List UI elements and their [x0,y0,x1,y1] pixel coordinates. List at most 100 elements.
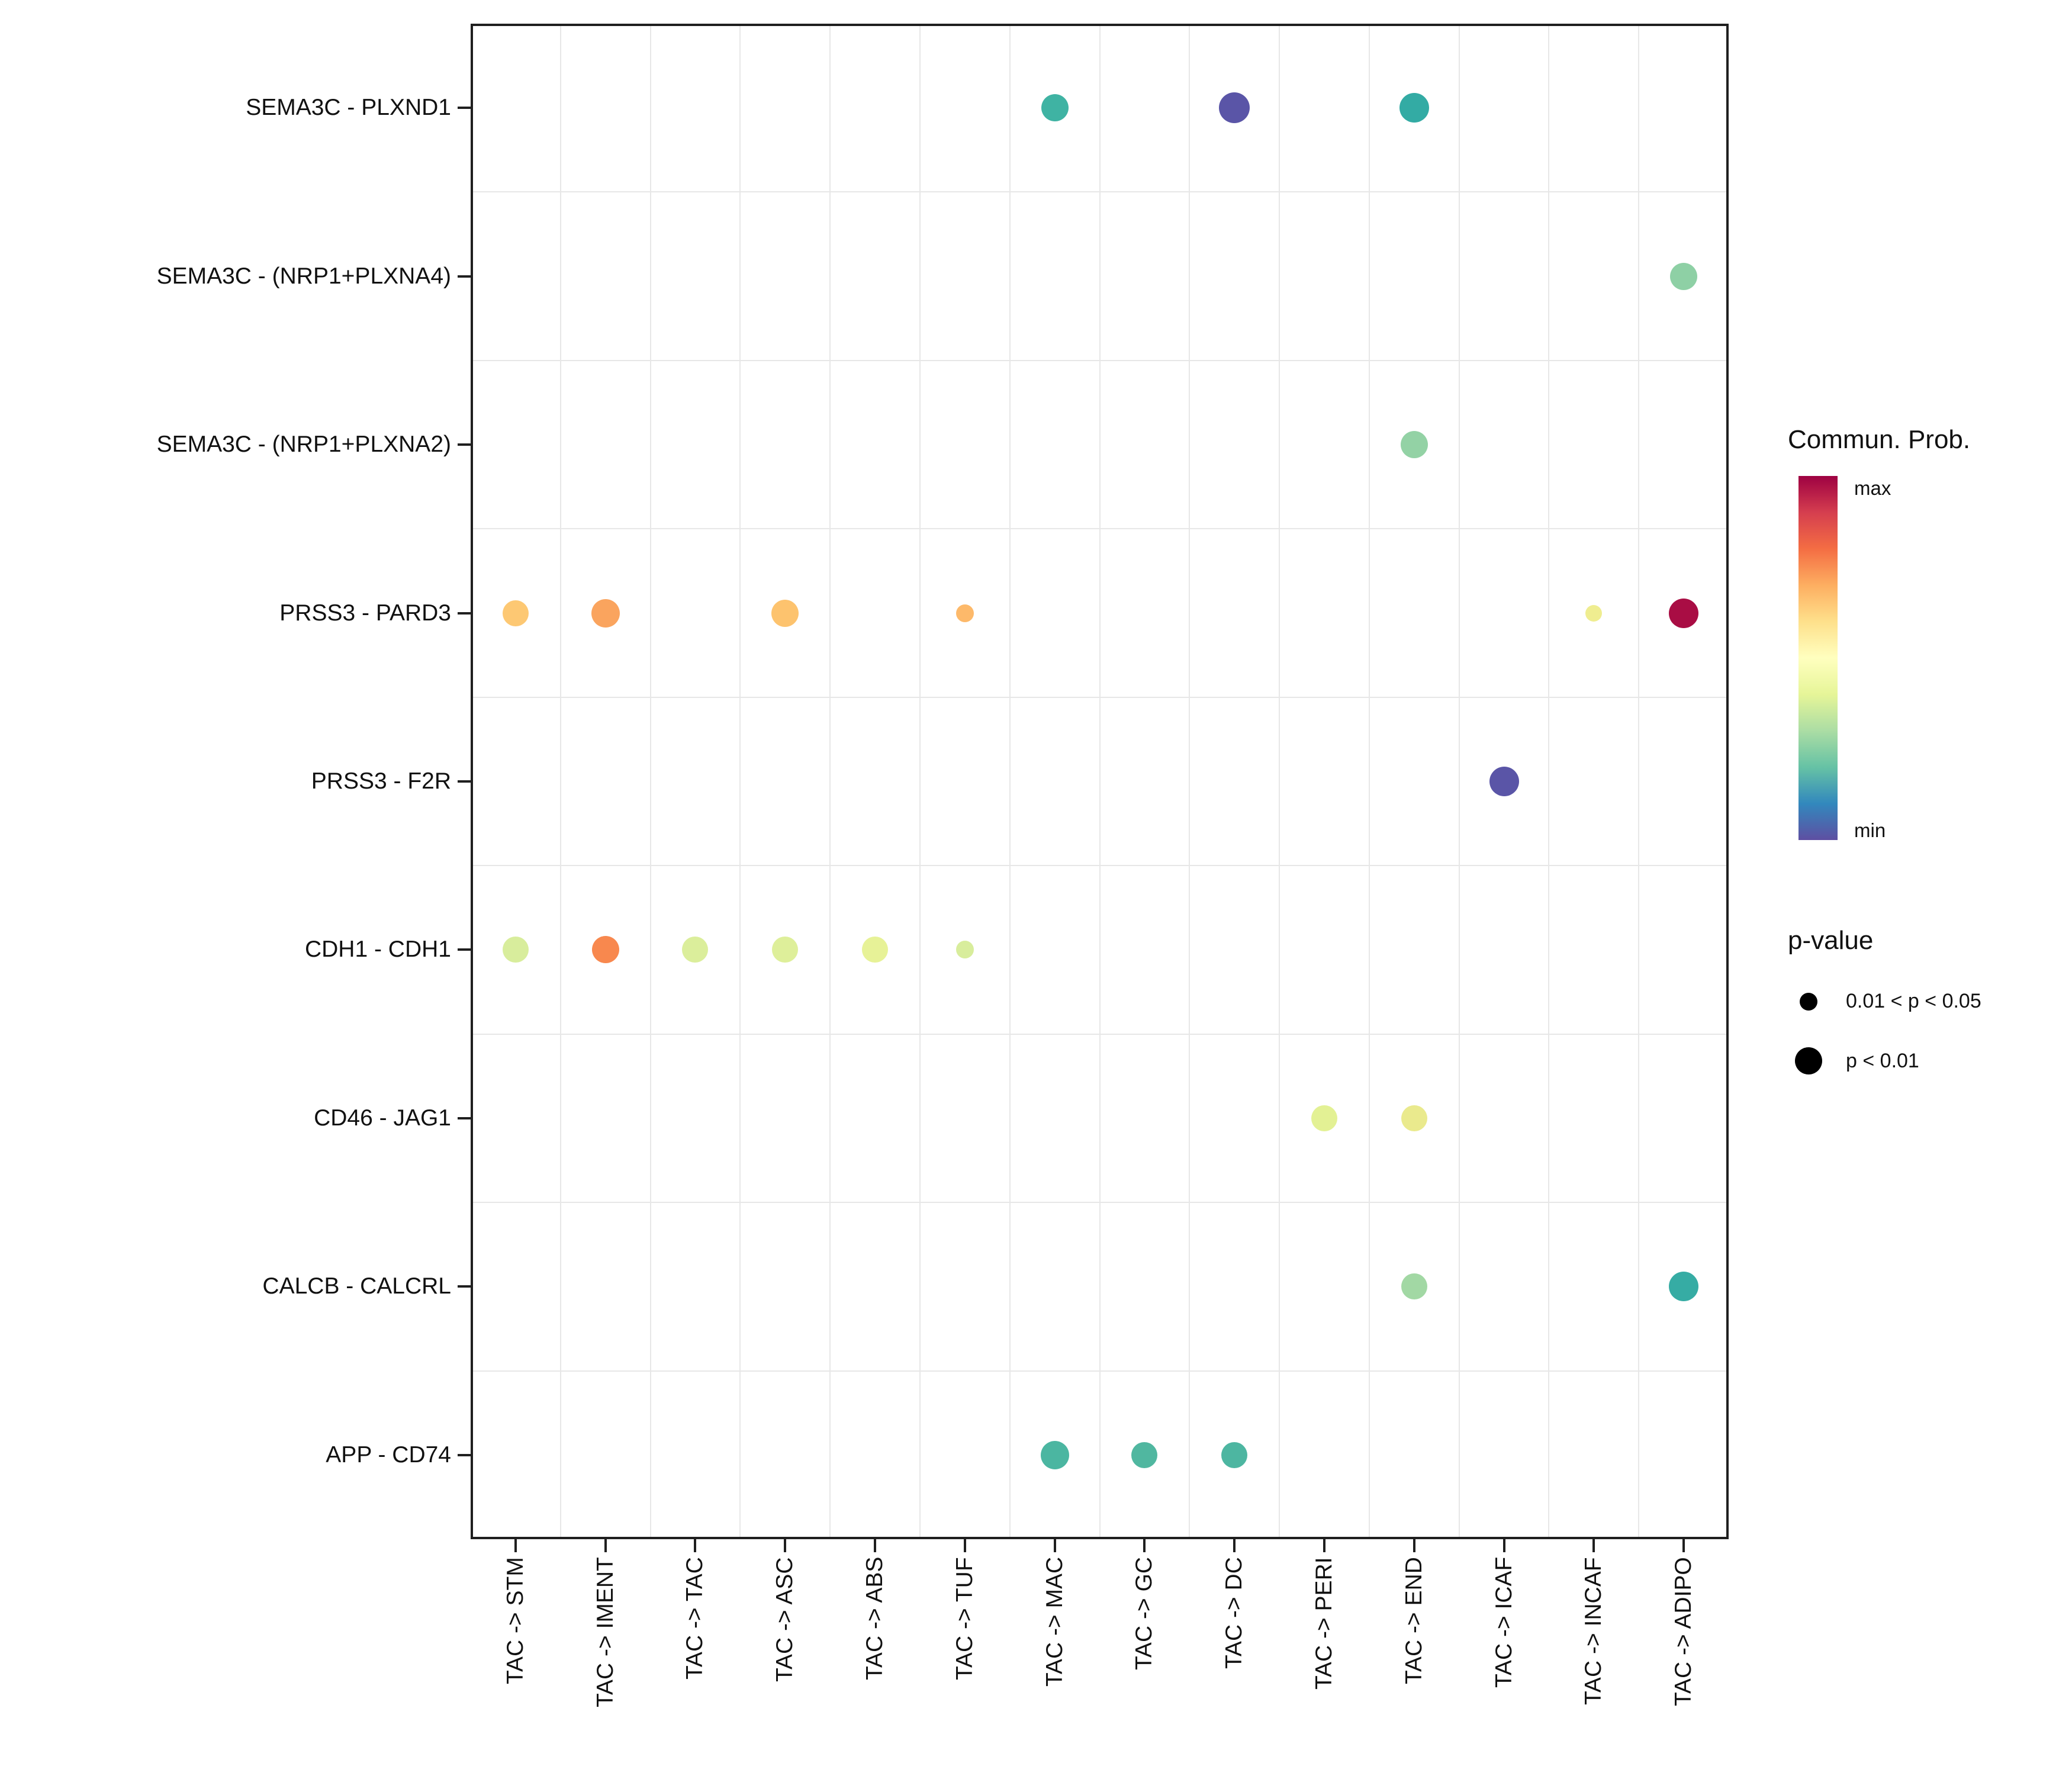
grid-line-vertical [739,26,741,1537]
x-axis-label: TAC -> MAC [1041,1557,1067,1687]
grid-line-horizontal [473,696,1726,698]
x-axis-label: TAC -> ASC [772,1557,798,1682]
colorbar-min-label: min [1854,819,1886,841]
data-point [502,600,529,626]
grid-line-vertical [1458,26,1460,1537]
x-axis-label: TAC -> STM [502,1557,528,1684]
grid-line-horizontal [473,1370,1726,1372]
pvalue-legend-title: p-value [1788,926,1874,955]
x-axis-tick [963,1539,966,1552]
data-point [1219,92,1250,124]
x-axis-label: TAC -> ICAF [1491,1557,1517,1688]
pvalue-dot-wrap [1788,1047,1829,1074]
data-point [1401,1273,1427,1300]
pvalue-size-label: 0.01 < p < 0.05 [1846,990,1981,1012]
x-axis-tick [694,1539,697,1552]
data-point [1041,94,1069,122]
grid-line-vertical [1009,26,1011,1537]
x-axis-tick [1592,1539,1595,1552]
pvalue-dot-wrap [1788,992,1829,1011]
grid-line-vertical [1548,26,1550,1537]
data-point [591,936,619,964]
y-axis-label: APP - CD74 [326,1442,451,1468]
y-axis-label: CD46 - JAG1 [314,1105,451,1131]
y-axis-tick [458,107,471,110]
pvalue-legend-entry: p < 0.01 [1788,1047,2066,1074]
data-point [1399,93,1429,123]
x-axis-tick [1323,1539,1325,1552]
x-axis-tick [874,1539,877,1552]
x-axis-label: TAC -> ADIPO [1671,1557,1697,1706]
y-axis-tick [458,1117,471,1119]
y-axis-tick [458,275,471,278]
colorbar-title: Commun. Prob. [1788,425,1971,454]
data-point [1585,604,1603,622]
y-axis-label: CALCB - CALCRL [262,1273,451,1299]
x-axis-tick [1233,1539,1236,1552]
data-point [502,937,529,963]
data-point [771,599,799,627]
data-point [1221,1442,1248,1468]
grid-line-vertical [1099,26,1101,1537]
x-axis-tick [604,1539,607,1552]
pvalue-size-dot [1800,992,1817,1011]
colorbar-max-label: max [1854,477,1891,499]
x-axis-label: TAC -> DC [1221,1557,1247,1669]
y-axis-tick [458,1285,471,1288]
data-point [862,937,889,963]
x-axis-tick [784,1539,787,1552]
data-point [1311,1105,1337,1131]
grid-line-horizontal [473,865,1726,867]
grid-line-horizontal [473,528,1726,530]
x-axis-label: TAC -> GC [1131,1557,1157,1671]
x-axis-label: TAC -> TUF [951,1557,977,1680]
y-axis-label: SEMA3C - PLXND1 [246,95,451,121]
data-point [1670,262,1698,290]
plot-panel [471,24,1729,1539]
data-point [1489,767,1519,796]
pvalue-size-label: p < 0.01 [1846,1049,1919,1072]
grid-line-vertical [1368,26,1370,1537]
grid-line-horizontal [473,359,1726,361]
colorbar-gradient [1798,476,1838,840]
x-axis-label: TAC -> END [1401,1557,1427,1684]
x-axis-label: TAC -> INCAF [1581,1557,1607,1705]
y-axis-tick [458,948,471,951]
y-axis-label: SEMA3C - (NRP1+PLXNA2) [156,432,451,458]
grid-line-vertical [1638,26,1640,1537]
grid-line-vertical [1189,26,1191,1537]
x-axis-tick [514,1539,517,1552]
x-axis-label: TAC -> ABS [862,1557,888,1681]
y-axis-tick [458,1453,471,1456]
y-axis-label: CDH1 - CDH1 [304,937,451,963]
data-point [1669,1272,1699,1302]
grid-line-vertical [1279,26,1280,1537]
grid-line-vertical [649,26,651,1537]
x-axis-label: TAC -> TAC [682,1557,708,1680]
y-axis-tick [458,780,471,783]
data-point [682,937,709,963]
y-axis-tick [458,443,471,446]
x-axis-tick [1682,1539,1685,1552]
pvalue-legend-entry: 0.01 < p < 0.05 [1788,990,2066,1013]
x-axis-label: TAC -> PERI [1311,1557,1337,1690]
x-axis-tick [1502,1539,1505,1552]
x-axis-label: TAC -> IMENT [592,1557,618,1707]
grid-line-horizontal [473,1202,1726,1204]
pvalue-size-dot [1795,1047,1822,1074]
y-axis-tick [458,612,471,614]
y-axis-label: PRSS3 - F2R [311,768,451,794]
data-point [1401,1105,1427,1131]
data-point [1669,598,1699,628]
data-point [955,604,974,622]
legend: Commun. Prob. max min p-value 0.01 < p <… [1788,425,2066,1074]
data-point [591,599,620,628]
data-point [955,941,974,959]
data-point [1400,431,1428,459]
data-point [1040,1440,1069,1469]
data-point [772,937,799,963]
grid-line-horizontal [473,191,1726,193]
data-point [1131,1442,1158,1468]
x-axis-tick [1053,1539,1056,1552]
